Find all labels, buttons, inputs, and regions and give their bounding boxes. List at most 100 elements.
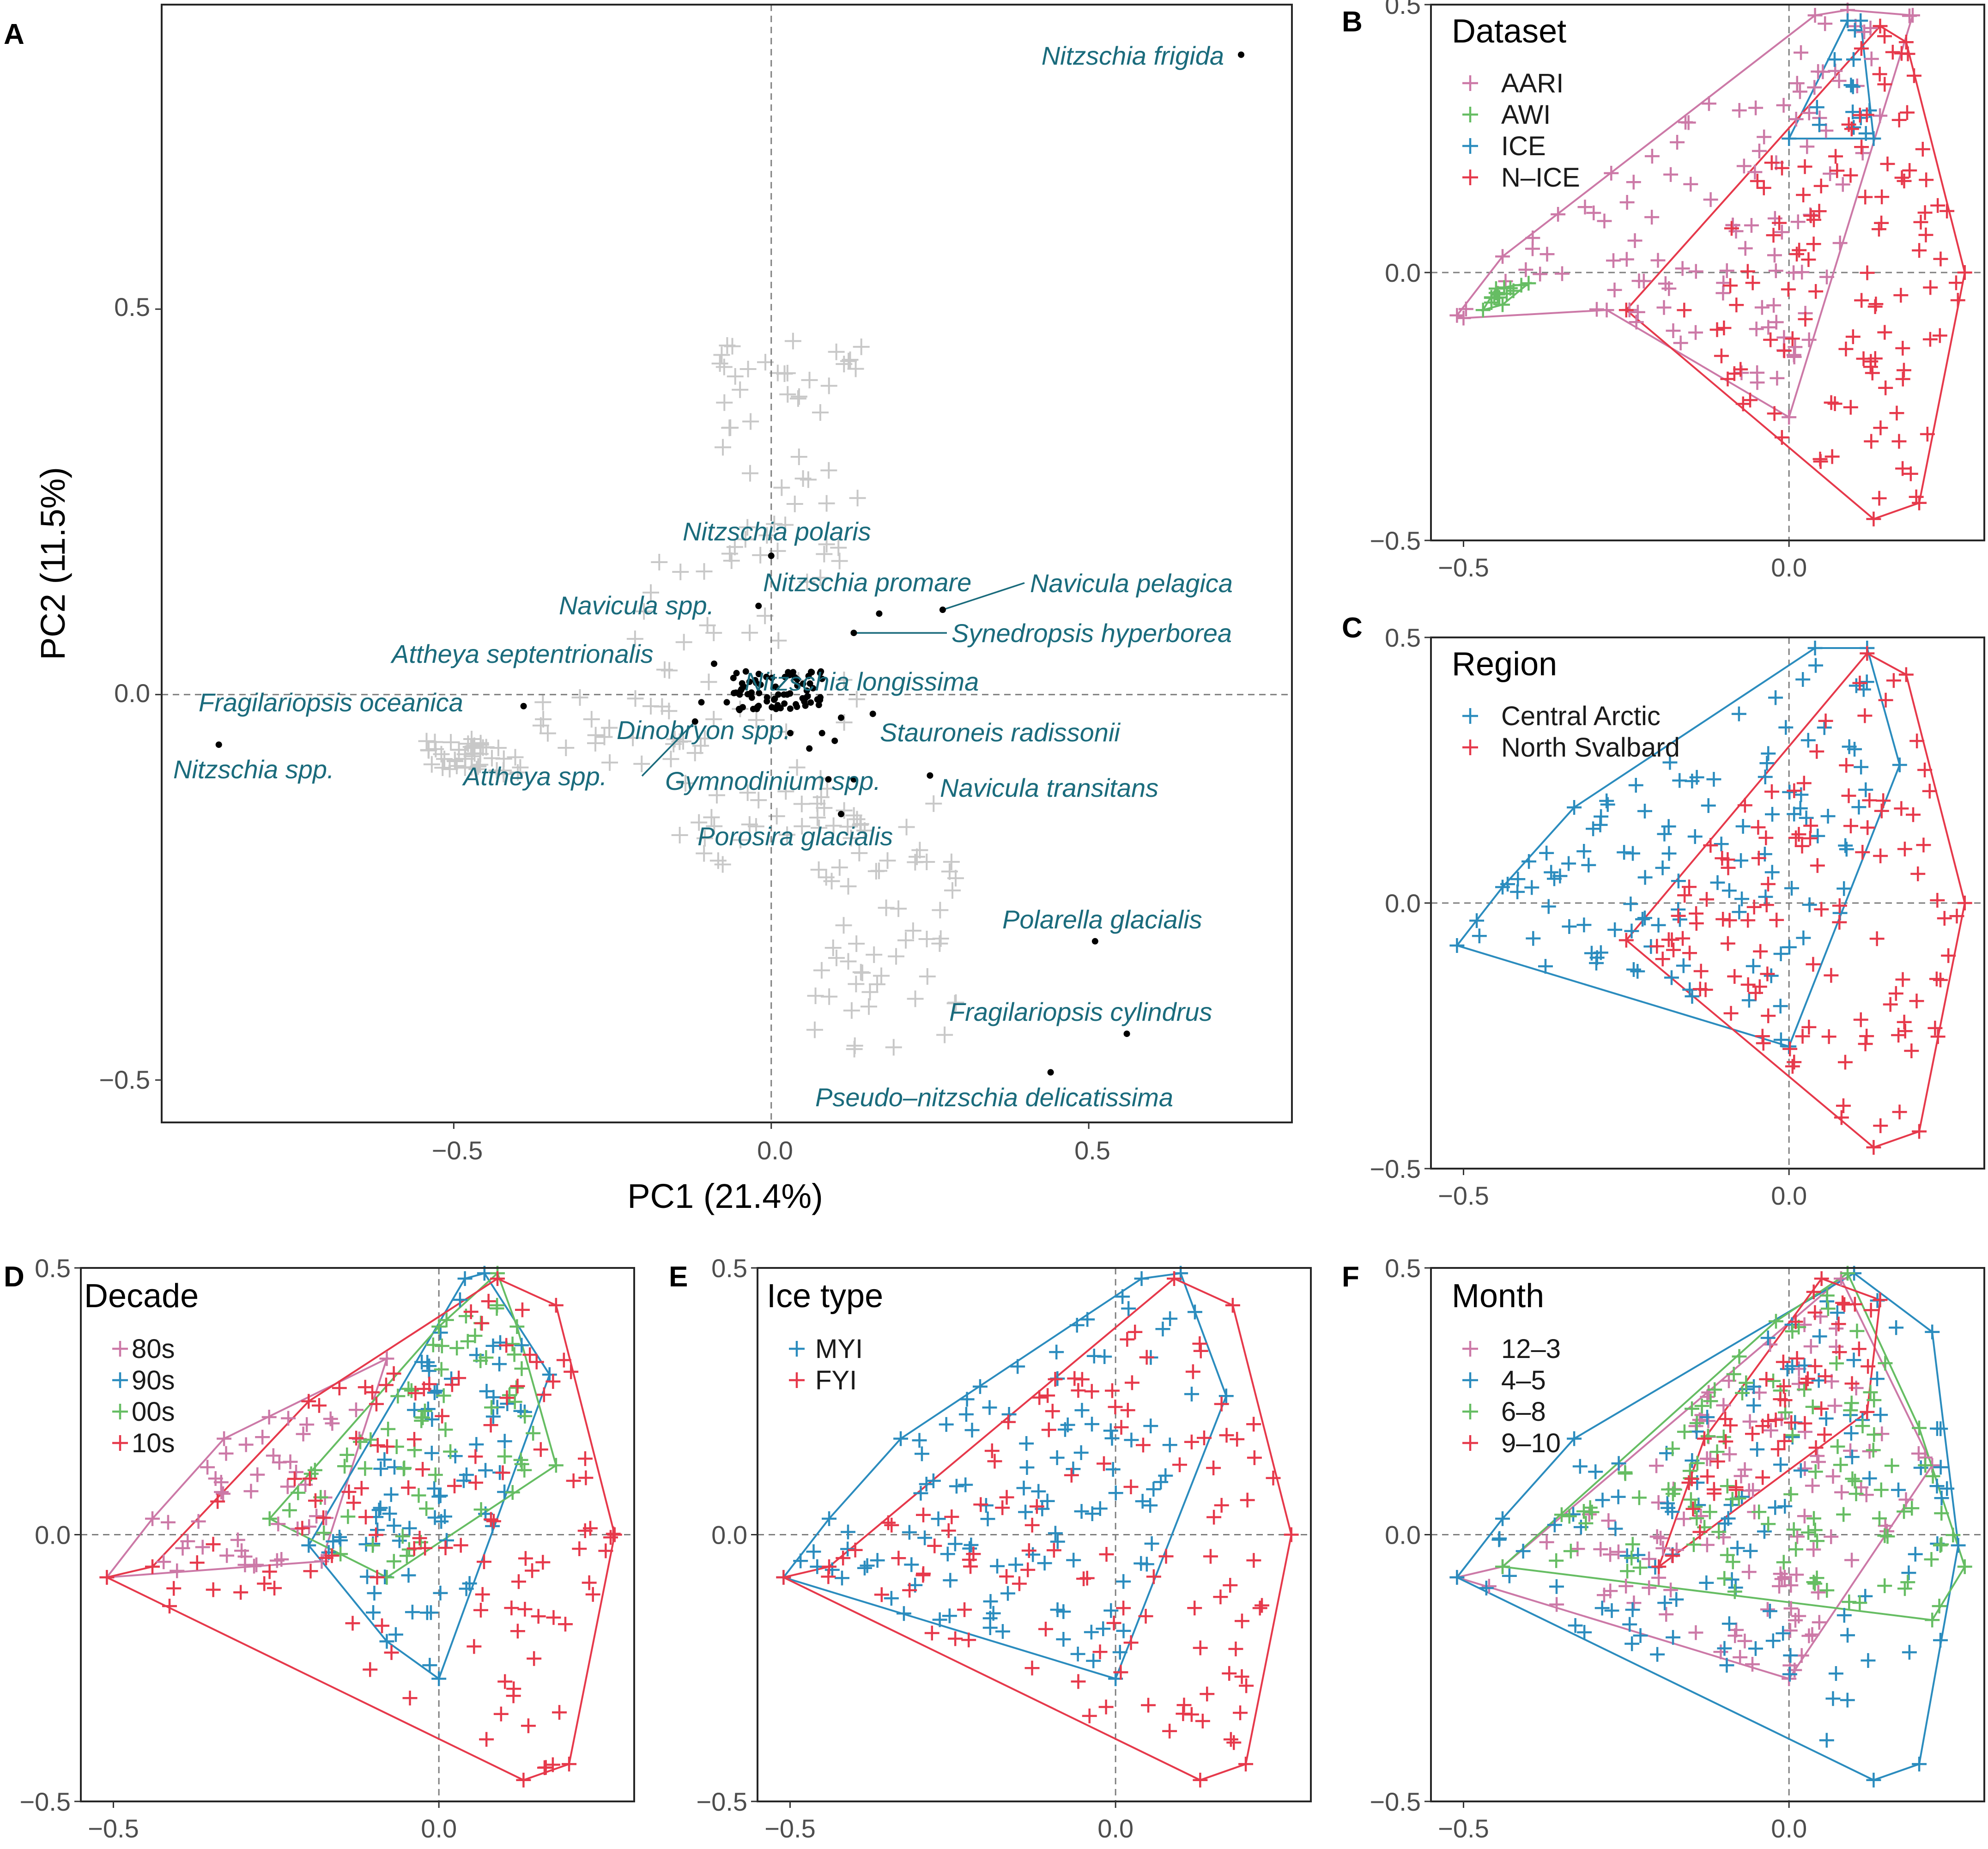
sample-point	[1764, 784, 1779, 799]
sample-point	[1812, 1615, 1827, 1630]
sample-point	[1121, 1301, 1136, 1316]
sample-point	[1568, 1618, 1583, 1633]
sample-point	[571, 689, 588, 706]
sample-point	[243, 1484, 259, 1499]
sample-point	[427, 1481, 442, 1496]
sample-point	[1554, 1507, 1569, 1522]
sample-point	[1950, 293, 1965, 308]
sample-point	[1709, 322, 1725, 337]
sample-point	[1782, 1041, 1798, 1056]
sample-point	[1766, 1373, 1781, 1388]
sample-point	[1628, 778, 1643, 793]
sample-point	[1549, 1597, 1564, 1612]
species-point	[817, 694, 824, 701]
sample-point	[485, 1338, 501, 1353]
sample-point	[1551, 206, 1566, 222]
sample-point	[1873, 848, 1888, 863]
sample-point	[1902, 163, 1917, 178]
sample-point	[490, 1271, 505, 1286]
species-point	[738, 687, 745, 694]
sample-point	[1195, 1714, 1210, 1729]
hull-MYI	[782, 1272, 1227, 1680]
sample-point	[1813, 178, 1829, 194]
sample-point	[696, 830, 713, 847]
sample-point	[739, 519, 756, 536]
sample-point	[1637, 910, 1652, 926]
sample-point	[1649, 1529, 1665, 1544]
sample-point	[1922, 783, 1937, 799]
sample-point	[218, 1446, 234, 1461]
sample-point	[1069, 1318, 1085, 1333]
sample-point	[1832, 915, 1847, 930]
sample-point	[1843, 1425, 1859, 1441]
sample-point	[925, 795, 942, 812]
sample-point	[483, 1418, 498, 1433]
sample-point	[1671, 873, 1686, 889]
species-point	[802, 695, 809, 702]
sample-point	[1805, 1478, 1820, 1493]
sample-point	[1844, 1552, 1860, 1568]
sample-point	[281, 1411, 296, 1426]
sample-point	[1744, 218, 1759, 233]
sample-point	[308, 1493, 323, 1508]
species-point	[742, 668, 749, 675]
sample-point	[1676, 958, 1691, 973]
sample-point	[773, 479, 790, 496]
sample-point	[401, 1480, 416, 1495]
species-label: Attheya spp.	[462, 762, 607, 791]
sample-point	[1184, 1707, 1199, 1722]
sample-point	[1880, 156, 1895, 171]
sample-point	[486, 1389, 501, 1405]
sample-point	[1533, 267, 1548, 282]
sample-point	[1894, 46, 1909, 61]
sample-point	[1761, 1516, 1776, 1532]
sample-point	[1803, 1339, 1818, 1354]
sample-point	[1184, 1434, 1199, 1449]
sample-point	[1810, 1534, 1825, 1549]
sample-point	[510, 1378, 525, 1394]
sample-point	[1247, 1450, 1262, 1465]
sample-point	[696, 845, 713, 862]
sample-point	[234, 1543, 249, 1558]
sample-point	[1176, 1697, 1192, 1713]
sample-point	[1581, 857, 1596, 873]
sample-point	[1886, 673, 1901, 688]
sample-point	[1657, 1595, 1673, 1611]
sample-point	[1603, 1547, 1618, 1562]
sample-point	[373, 1461, 388, 1476]
sample-point	[1105, 1462, 1121, 1477]
sample-point	[1012, 1576, 1027, 1591]
sample-point	[1660, 1496, 1675, 1511]
sample-point	[399, 1548, 414, 1564]
sample-point	[1720, 371, 1735, 387]
sample-point	[175, 1540, 190, 1556]
sample-point	[1623, 896, 1638, 911]
sample-point	[1495, 1511, 1510, 1526]
sample-point	[379, 1634, 394, 1649]
sample-point	[509, 764, 527, 781]
sample-point	[1787, 349, 1802, 364]
sample-point	[1803, 818, 1818, 833]
species-point	[782, 673, 788, 680]
sample-point	[1782, 131, 1797, 146]
sample-point	[879, 852, 896, 869]
sample-point	[848, 976, 865, 993]
sample-point	[1819, 1733, 1834, 1748]
panel-b: B −0.5 0.0 −0.5 0.0 0.5 Dataset AARI AWI ICE…	[1342, 0, 1985, 582]
sample-point	[1649, 1458, 1664, 1473]
sample-point	[1234, 1613, 1249, 1629]
sample-point	[1802, 831, 1818, 846]
sample-point	[453, 1538, 468, 1553]
sample-point	[1827, 52, 1842, 67]
sample-point	[382, 1506, 397, 1522]
sample-point	[1710, 875, 1725, 890]
sample-point	[375, 1618, 390, 1633]
sample-point	[1773, 1457, 1788, 1472]
sample-point	[1915, 141, 1930, 157]
sample-point	[801, 371, 818, 388]
sample-point	[373, 1500, 388, 1516]
sample-point	[401, 1568, 416, 1583]
sample-point	[1773, 999, 1788, 1014]
sample-point	[1758, 830, 1774, 845]
sample-point	[478, 1463, 493, 1478]
